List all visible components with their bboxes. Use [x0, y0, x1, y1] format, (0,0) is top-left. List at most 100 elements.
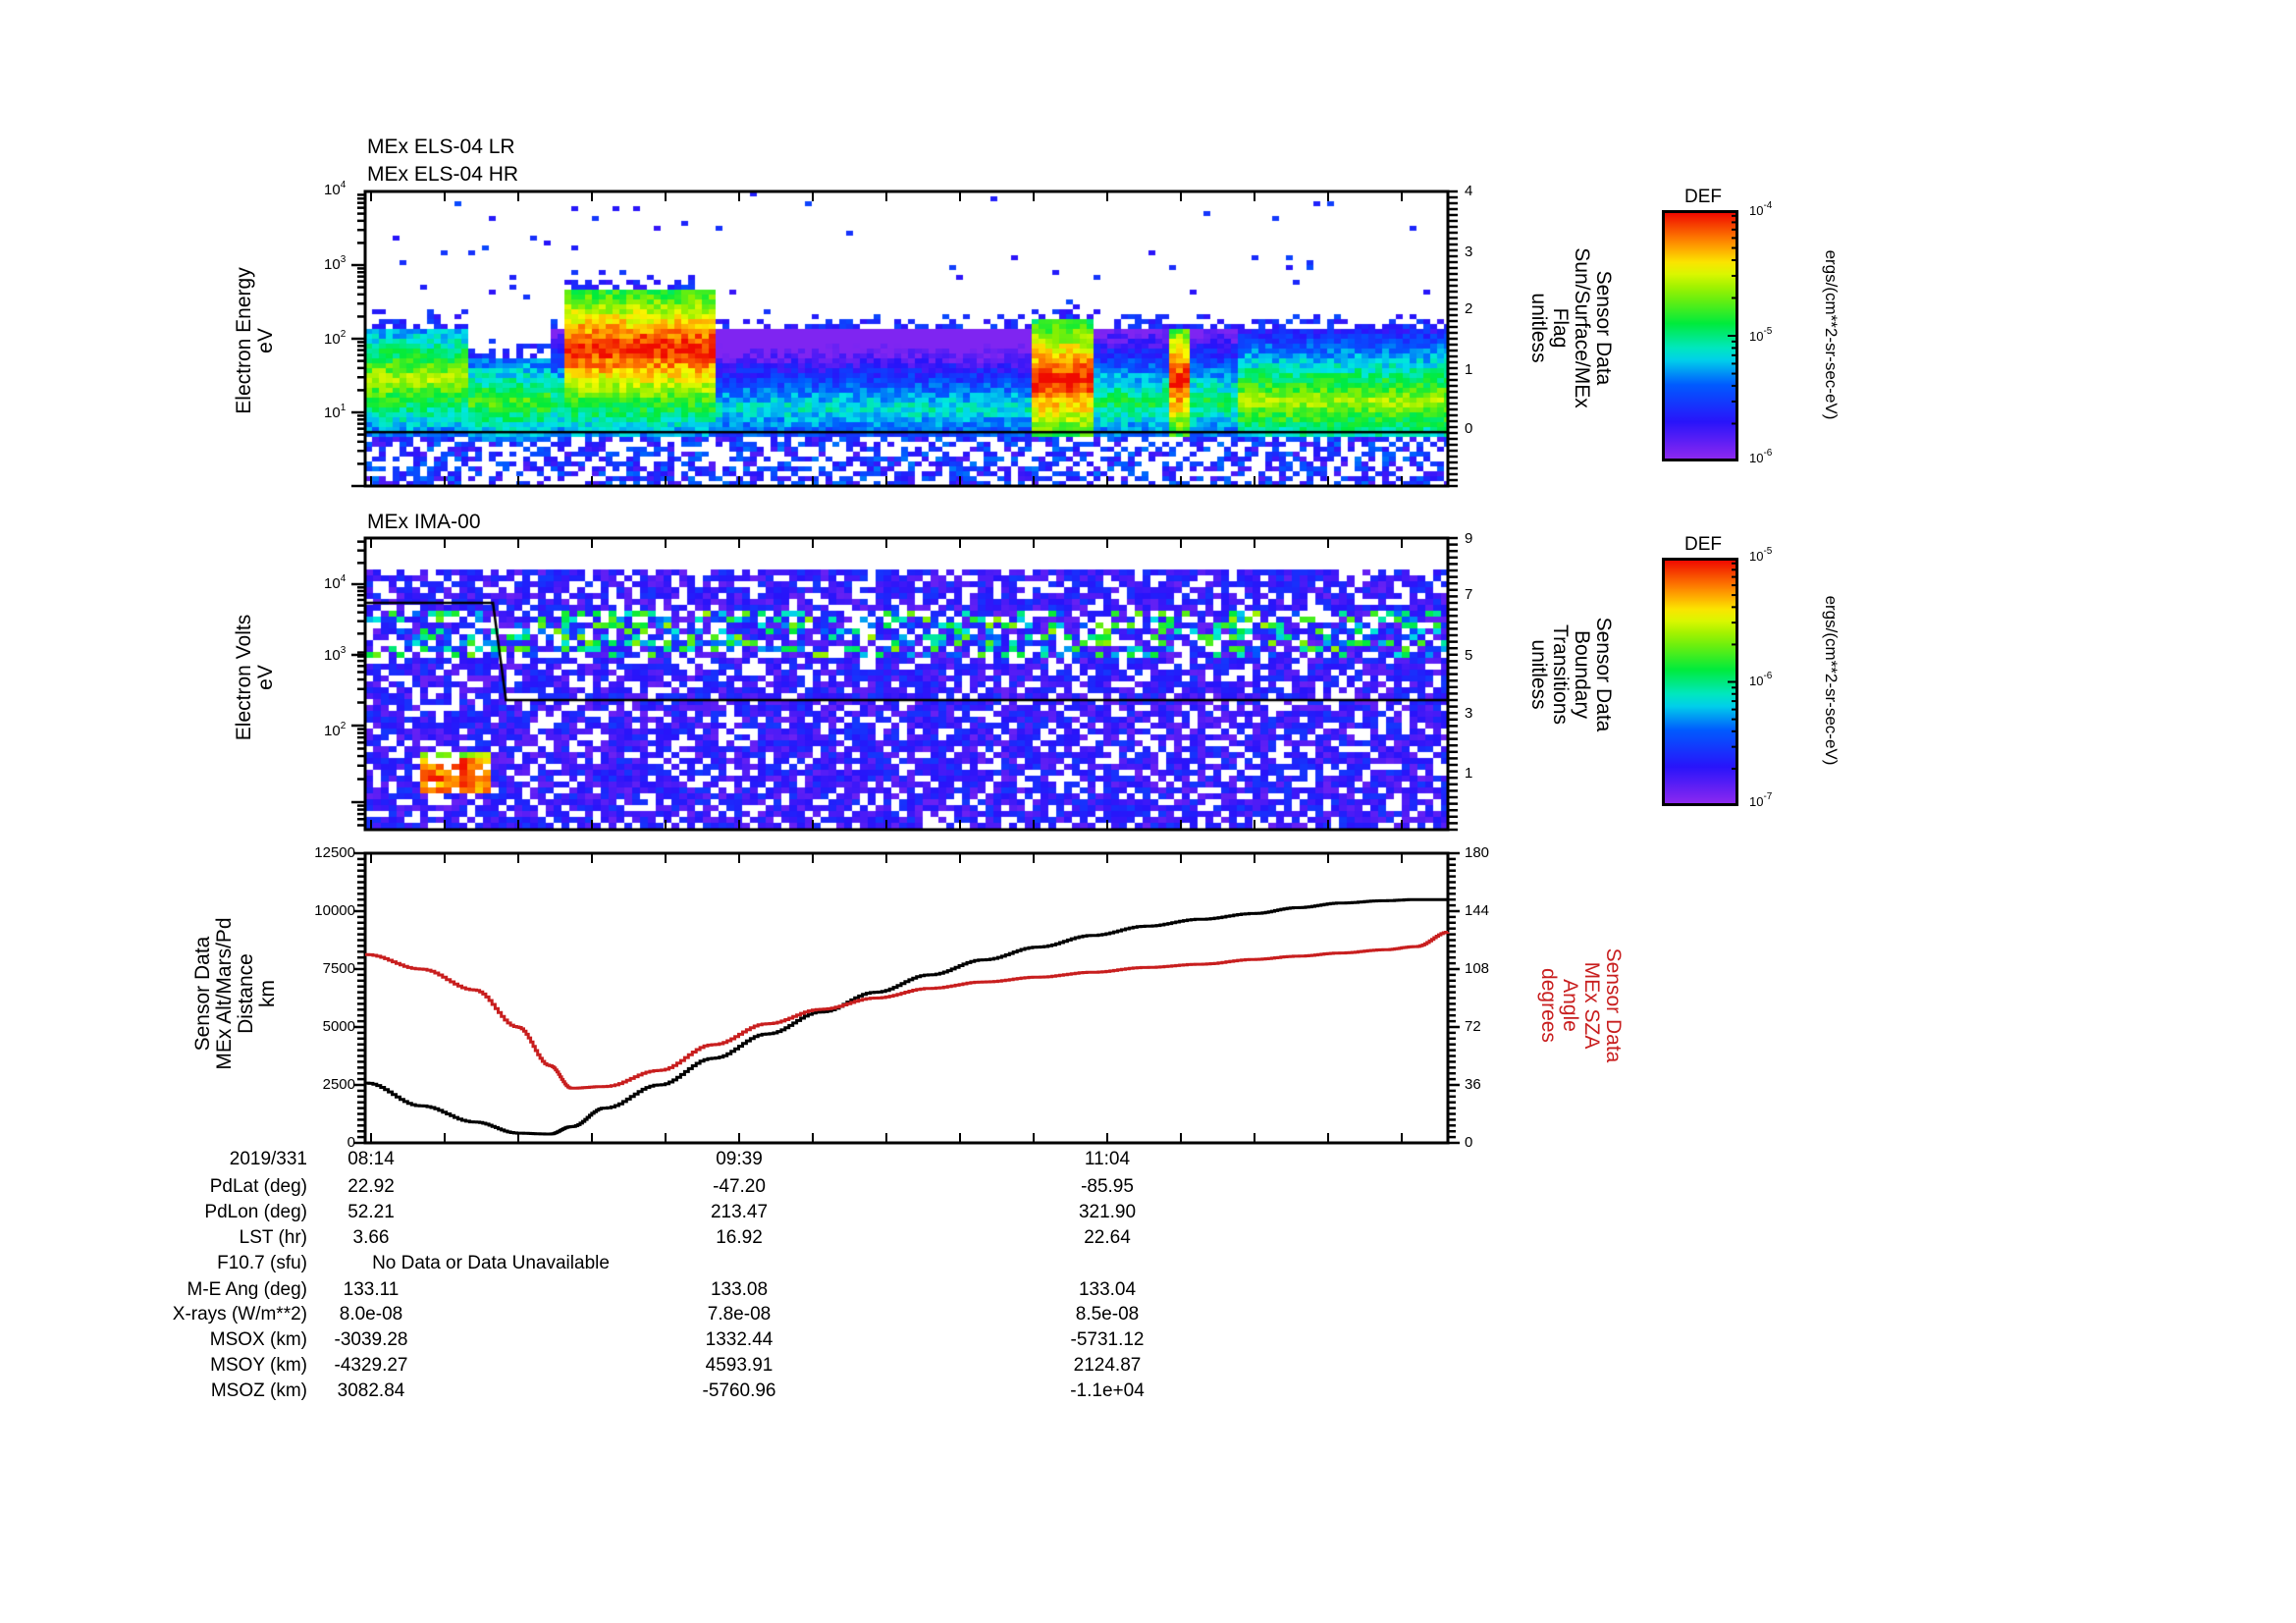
eph-row: PdLat (deg) 22.92 -47.20 -85.95 — [0, 1176, 2296, 1202]
orbit-ytick-2500: 2500 — [322, 1076, 355, 1093]
eph-row-label: LST (hr) — [239, 1227, 307, 1248]
els-colorbar-ticks — [1728, 214, 1737, 461]
eph-row-label: PdLat (deg) — [209, 1176, 307, 1197]
eph-date: 2019/331 — [229, 1149, 307, 1169]
eph-time-2: 11:04 — [1084, 1149, 1131, 1169]
els-colorbar — [1662, 210, 1738, 461]
els-cbar-max: 10-4 — [1749, 200, 1773, 218]
eph-time-1: 09:39 — [716, 1149, 763, 1169]
eph-row: PdLon (deg) 52.21 213.47 321.90 — [0, 1202, 2296, 1227]
ima-rtick-3: 3 — [1465, 705, 1473, 722]
eph-row-value: -85.95 — [1081, 1176, 1134, 1197]
orbit-ytick-5000: 5000 — [322, 1018, 355, 1035]
els-colorbar-units: ergs/(cm**2-sr-sec-eV) — [1822, 249, 1841, 420]
orbit-plot — [353, 851, 1460, 1145]
eph-row-value: 213.47 — [710, 1202, 769, 1222]
eph-row-value: 133.11 — [343, 1279, 400, 1300]
ima-ytick-1e4: 104 — [324, 573, 347, 592]
els-rtick-0: 0 — [1465, 420, 1473, 437]
eph-row-label: MSOZ (km) — [210, 1380, 307, 1401]
els-hr-title: MEx ELS-04 HR — [367, 163, 519, 186]
eph-row-value: -47.20 — [713, 1176, 766, 1197]
ima-axes — [351, 536, 1458, 832]
eph-row-value: 4593.91 — [705, 1355, 774, 1376]
orbit-right-ylabel: Sensor Data MEx SZA Angle degrees — [1537, 947, 1625, 1063]
eph-row-label: M-E Ang (deg) — [187, 1279, 308, 1300]
ima-ytick-1e2: 102 — [324, 721, 347, 739]
ima-colorbar-units: ergs/(cm**2-sr-sec-eV) — [1822, 595, 1841, 766]
eph-row-span: No Data or Data Unavailable — [372, 1253, 610, 1273]
eph-row-value: 133.04 — [1078, 1279, 1137, 1300]
eph-row-value: -5760.96 — [702, 1380, 776, 1401]
eph-row-label: MSOY (km) — [210, 1355, 307, 1376]
els-ylabel: Electron Energy eV — [233, 267, 277, 414]
ima-colorbar-title: DEF — [1684, 534, 1722, 555]
ima-title: MEx IMA-00 — [367, 511, 481, 533]
eph-row: F10.7 (sfu) No Data or Data Unavailable — [0, 1253, 2296, 1278]
els-cbar-min: 10-6 — [1749, 448, 1773, 465]
eph-row-value: 1332.44 — [705, 1329, 774, 1350]
orbit-ytick-12500: 12500 — [314, 844, 355, 861]
eph-row-value: 22.64 — [1084, 1227, 1131, 1248]
els-lr-title: MEx ELS-04 LR — [367, 135, 515, 158]
ima-colorbar-ticks — [1728, 562, 1737, 806]
eph-time-0: 08:14 — [347, 1149, 395, 1169]
els-rtick-2: 2 — [1465, 300, 1473, 317]
orbit-rtick-36: 36 — [1465, 1076, 1481, 1093]
eph-row-value: 2124.87 — [1073, 1355, 1142, 1376]
eph-row-value: 8.0e-08 — [339, 1304, 403, 1325]
els-rtick-3: 3 — [1465, 243, 1473, 260]
orbit-ytick-7500: 7500 — [322, 960, 355, 977]
ima-ytick-1e3: 103 — [324, 645, 347, 664]
ima-rtick-7: 7 — [1465, 586, 1473, 603]
eph-time-row: 2019/331 08:14 09:39 11:04 — [0, 1149, 2296, 1174]
orbit-ytick-0: 0 — [347, 1134, 355, 1151]
els-rtick-4: 4 — [1465, 183, 1473, 199]
eph-row: MSOZ (km) 3082.84 -5760.96 -1.1e+04 — [0, 1380, 2296, 1406]
ima-spectrogram — [365, 538, 1448, 830]
els-right-ylabel: Sensor Data Sun/Surface/MEx Flag unitles… — [1527, 247, 1615, 408]
ima-rtick-9: 9 — [1465, 530, 1473, 547]
eph-row-label: F10.7 (sfu) — [217, 1253, 307, 1273]
eph-row-value: 133.08 — [710, 1279, 769, 1300]
ima-cbar-min: 10-7 — [1749, 791, 1773, 809]
eph-row: MSOY (km) -4329.27 4593.91 2124.87 — [0, 1355, 2296, 1380]
els-spectrogram — [365, 191, 1448, 486]
els-ytick-1e1: 101 — [324, 403, 347, 421]
eph-row-value: 3082.84 — [337, 1380, 405, 1401]
eph-row-value: 22.92 — [347, 1176, 395, 1197]
els-rtick-1: 1 — [1465, 361, 1473, 378]
eph-row-value: 7.8e-08 — [707, 1304, 772, 1325]
eph-row-value: -5731.12 — [1070, 1329, 1145, 1350]
eph-row: MSOX (km) -3039.28 1332.44 -5731.12 — [0, 1329, 2296, 1355]
ima-colorbar — [1662, 558, 1738, 806]
eph-row: M-E Ang (deg) 133.11 133.08 133.04 — [0, 1279, 2296, 1305]
eph-row-value: 16.92 — [716, 1227, 763, 1248]
eph-row-label: MSOX (km) — [209, 1329, 307, 1350]
eph-row-label: PdLon (deg) — [204, 1202, 307, 1222]
eph-row-label: X-rays (W/m**2) — [172, 1304, 307, 1325]
eph-row-value: -4329.27 — [334, 1355, 408, 1376]
eph-row-value: 8.5e-08 — [1075, 1304, 1140, 1325]
els-ytick-1e4: 104 — [324, 180, 347, 198]
els-ytick-1e3: 103 — [324, 254, 347, 273]
eph-row-value: -1.1e+04 — [1070, 1380, 1145, 1401]
orbit-rtick-0: 0 — [1465, 1134, 1473, 1151]
eph-row: X-rays (W/m**2) 8.0e-08 7.8e-08 8.5e-08 — [0, 1304, 2296, 1329]
ima-rtick-1: 1 — [1465, 765, 1473, 782]
els-colorbar-title: DEF — [1684, 187, 1722, 207]
orbit-rtick-108: 108 — [1465, 960, 1490, 977]
ima-cbar-max: 10-5 — [1749, 546, 1773, 564]
eph-row-value: 52.21 — [347, 1202, 395, 1222]
els-ytick-1e2: 102 — [324, 329, 347, 348]
els-axes — [351, 189, 1458, 488]
orbit-ytick-10000: 10000 — [314, 902, 355, 919]
eph-row-value: 3.66 — [352, 1227, 390, 1248]
ima-rtick-5: 5 — [1465, 647, 1473, 664]
orbit-rtick-180: 180 — [1465, 844, 1490, 861]
ima-cbar-mid: 10-6 — [1749, 671, 1773, 688]
eph-row-value: -3039.28 — [334, 1329, 408, 1350]
orbit-ylabel: Sensor Data MEx Alt/Mars/Pd Distance km — [191, 917, 279, 1070]
ima-ylabel: Electron Volts eV — [233, 614, 277, 741]
orbit-rtick-144: 144 — [1465, 902, 1490, 919]
